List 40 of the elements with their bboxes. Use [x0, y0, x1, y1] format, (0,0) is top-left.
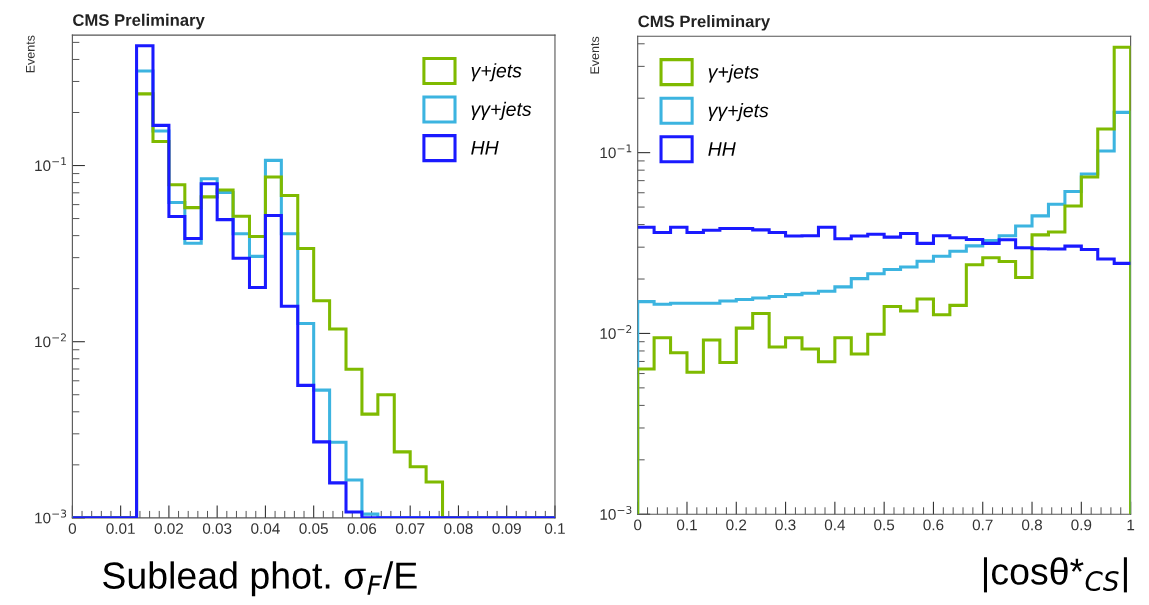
x-tick-label: 0.05 — [299, 523, 328, 534]
x-tick-label: 0.1 — [676, 519, 697, 531]
x-tick-label: 0 — [634, 519, 642, 531]
legend-label: γ+jets — [471, 63, 522, 82]
legend-label: γγ+jets — [708, 103, 769, 122]
x-tick-label: 0.9 — [1071, 519, 1092, 531]
x-tick-label: 0.8 — [1022, 519, 1042, 531]
x-tick-label: 0.07 — [395, 523, 425, 534]
x-tick-label: 0.03 — [202, 523, 232, 534]
x-tick-label: 0.04 — [251, 523, 280, 534]
x-axis-title: |cosθ*$_{CS}$| — [983, 557, 1127, 593]
x-axis-title: Sublead phot. σ$_{F}$/E — [103, 561, 417, 597]
x-tick-label: 0.3 — [775, 519, 796, 531]
legend-label: γ+jets — [708, 64, 759, 83]
legend-label: HH — [471, 141, 499, 155]
x-tick-label: 0 — [68, 523, 77, 534]
y-tick-label: 10$^{−2}$ — [600, 325, 632, 340]
y-tick-label: 10$^{−1}$ — [35, 157, 66, 172]
x-tick-label: 1 — [1127, 519, 1135, 531]
x-tick-label: 0.6 — [923, 519, 944, 531]
x-tick-label: 0.5 — [874, 519, 895, 531]
y-axis-title: Events — [590, 36, 600, 74]
x-tick-label: 0.02 — [154, 523, 183, 534]
x-tick-label: 0.01 — [106, 523, 135, 534]
x-tick-label: 0.09 — [492, 523, 521, 534]
x-tick-label: 0.2 — [726, 519, 747, 531]
y-tick-label: 10$^{−3}$ — [35, 509, 67, 524]
x-tick-label: 0.1 — [544, 523, 565, 534]
chart-title: CMS Preliminary — [638, 15, 771, 31]
y-axis-title: Events — [26, 35, 35, 73]
legend-label: HH — [708, 142, 736, 156]
x-tick-label: 0.4 — [824, 519, 846, 531]
y-tick-label: 10$^{−1}$ — [600, 144, 632, 159]
x-tick-label: 0.08 — [444, 523, 473, 534]
y-tick-label: 10$^{−3}$ — [600, 505, 632, 520]
x-tick-label: 0.06 — [347, 523, 377, 534]
chart-title: CMS Preliminary — [73, 13, 205, 30]
legend-label: γγ+jets — [471, 101, 532, 120]
x-tick-label: 0.7 — [972, 519, 993, 531]
y-tick-label: 10$^{−2}$ — [35, 333, 66, 348]
